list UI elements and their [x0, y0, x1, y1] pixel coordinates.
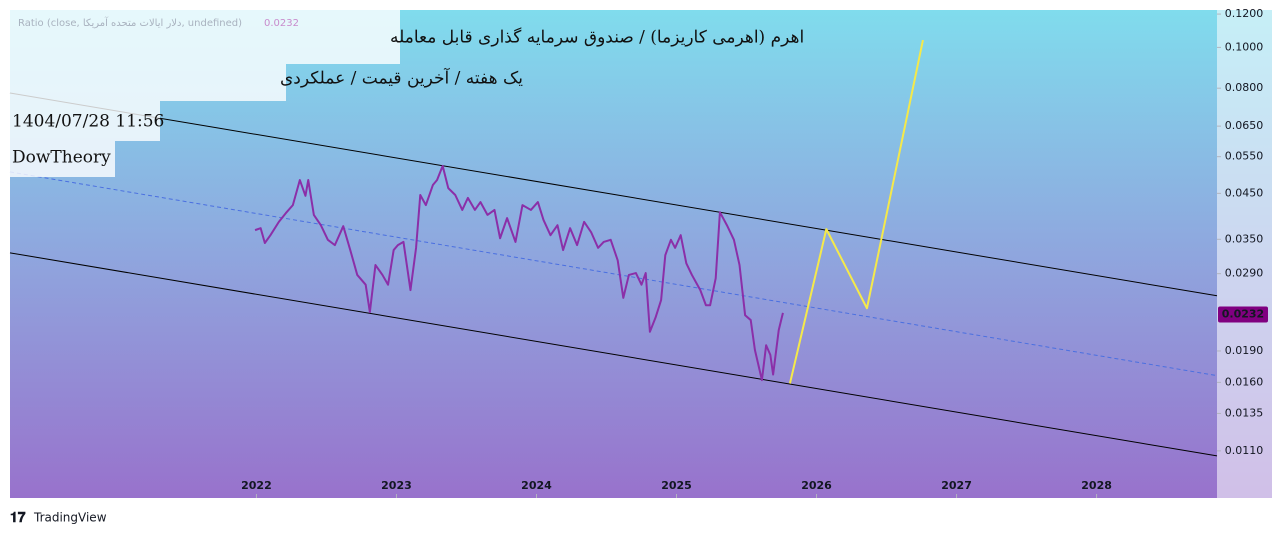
x-tick-label: 2022 [241, 479, 272, 492]
y-tick-label: 0.1200 [1225, 7, 1264, 20]
subtitle: یک هفته / آخرین قیمت / عملکردی [280, 67, 523, 89]
y-tick-label: 0.0190 [1225, 344, 1264, 357]
title-box [10, 141, 115, 177]
series-line [9, 92, 1218, 297]
y-tick-label: 0.0450 [1225, 186, 1264, 199]
series-line [9, 252, 1218, 457]
y-tick-label: 0.0160 [1225, 375, 1264, 388]
x-tick-label: 2027 [941, 479, 972, 492]
x-tick-label: 2023 [381, 479, 412, 492]
legend-value: 0.0232 [264, 18, 299, 29]
y-tick-label: 0.1000 [1225, 40, 1264, 53]
y-tick-label: 0.0135 [1225, 406, 1264, 419]
y-tick-label: 0.0110 [1225, 444, 1264, 457]
title-box [10, 64, 286, 101]
author-label: DowTheory [12, 148, 111, 168]
title-box [10, 101, 160, 141]
y-tick-label: 0.0650 [1225, 119, 1264, 132]
y-tick-label: 0.0290 [1225, 267, 1264, 280]
y-tick-label: 0.0350 [1225, 232, 1264, 245]
series-line [9, 171, 1218, 377]
x-tick-label: 2024 [521, 479, 552, 492]
x-tick-label: 2026 [801, 479, 832, 492]
x-tick-label: 2028 [1081, 479, 1112, 492]
legend-text: Ratio (close, دلار ایالات متحده آمریکا, … [18, 16, 242, 29]
last-price-label: 0.0232 [1222, 307, 1264, 320]
logo-mark: 𝟏𝟕 [10, 510, 26, 526]
price-axis [1217, 10, 1272, 498]
date-label: 1404/07/28 11:56 [12, 112, 164, 132]
y-tick-label: 0.0550 [1225, 150, 1264, 163]
series-line [254, 164, 784, 382]
series-line [788, 39, 924, 384]
y-tick-label: 0.0800 [1225, 81, 1264, 94]
x-tick-label: 2025 [661, 479, 692, 492]
footer: TradingView [33, 511, 107, 525]
title: اهرم (اهرمی کاریزما) / صندوق سرمایه گذار… [390, 27, 804, 48]
title-box [10, 10, 400, 64]
last-price-box [1218, 306, 1268, 323]
